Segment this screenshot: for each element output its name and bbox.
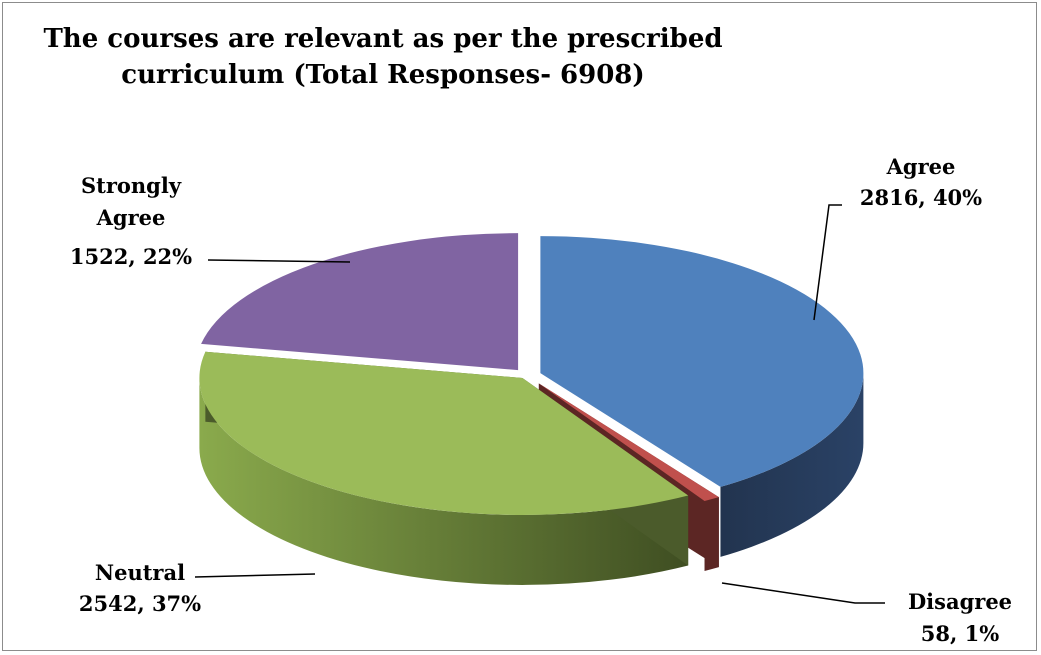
- leader-line-strongly-agree: [207, 259, 351, 263]
- slice-agree: [540, 236, 864, 557]
- label-strongly-agree-name-1: Strongly: [81, 173, 182, 198]
- label-strongly-agree-value: 1522, 22%: [70, 244, 192, 269]
- slice-neutral-top: [199, 351, 689, 515]
- label-neutral-value: 2542, 37%: [79, 591, 201, 616]
- slice-strongly-agree-top: [201, 233, 519, 371]
- slice-agree-top: [540, 236, 864, 487]
- label-agree-value: 2816, 40%: [860, 185, 982, 210]
- label-strongly-agree-name-2: Agree: [96, 205, 166, 230]
- slice-strongly-agree: [201, 233, 519, 371]
- label-neutral-name: Neutral: [95, 560, 185, 585]
- slice-disagree-top: [538, 383, 719, 501]
- slice-neutral-side: [199, 377, 689, 585]
- slice-neutral: [199, 351, 689, 585]
- leader-line-agree: [813, 204, 842, 321]
- label-agree-name: Agree: [886, 154, 956, 179]
- label-disagree-value: 58, 1%: [921, 621, 999, 646]
- label-disagree-name: Disagree: [908, 589, 1012, 614]
- chart-title-line-2: curriculum (Total Responses- 6908): [121, 60, 645, 90]
- slice-agree-side: [720, 373, 864, 557]
- chart-title-line-1: The courses are relevant as per the pres…: [43, 24, 723, 54]
- chart-title: The courses are relevant as per the pres…: [23, 21, 743, 93]
- leader-line-neutral: [194, 573, 316, 578]
- leader-line-disagree: [721, 582, 885, 604]
- slices-layer: [199, 233, 864, 585]
